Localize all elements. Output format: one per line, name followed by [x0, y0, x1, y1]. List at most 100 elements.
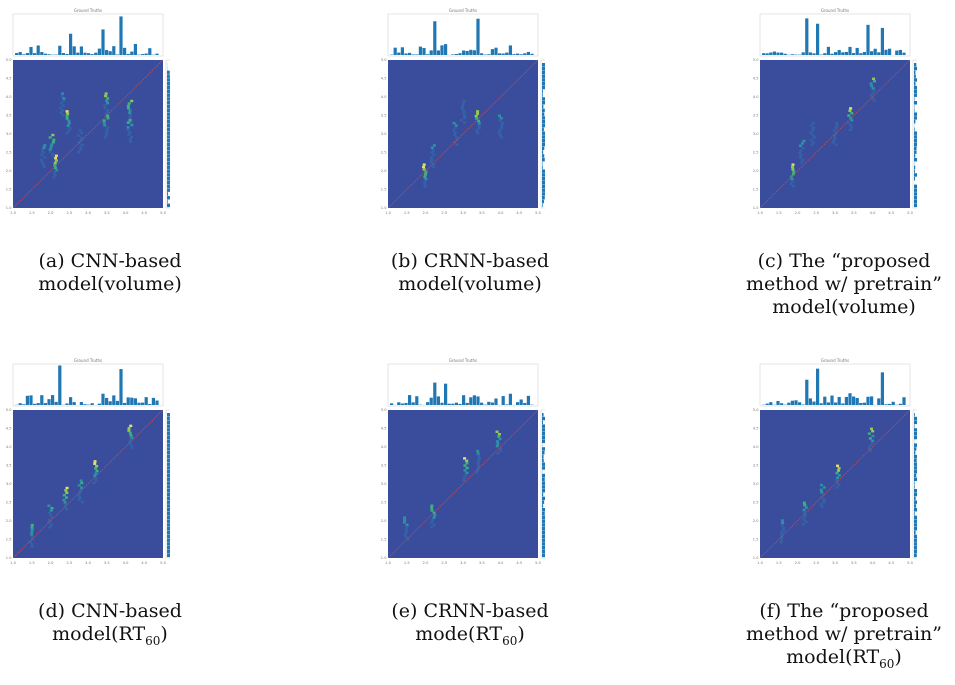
heatmap-cell-a — [128, 131, 131, 133]
top-histogram-bar-c — [859, 53, 862, 55]
right-histogram-bar-f — [914, 478, 917, 482]
top-histogram-bar-c — [870, 51, 873, 55]
top-histogram-bar-b — [466, 51, 469, 55]
top-histogram-bar-f — [766, 404, 769, 405]
top-histogram-bar-c — [856, 48, 859, 55]
y-tick-label-a: 5.0 — [6, 58, 12, 62]
top-histogram-bar-d — [69, 397, 72, 405]
y-tick-label-f: 4.5 — [753, 427, 759, 431]
top-histogram-bar-b — [480, 53, 483, 55]
top-histogram-bar-c — [845, 52, 848, 55]
heatmap-cell-c — [791, 180, 794, 182]
top-histogram-bar-b — [473, 50, 476, 55]
heatmap-cell-c — [870, 82, 873, 84]
top-histogram-bar-d — [112, 395, 115, 405]
heatmap-cell-a — [79, 146, 82, 148]
x-tick-label-e: 1.5 — [404, 561, 410, 565]
top-histogram-bar-b — [415, 54, 418, 55]
top-histogram-bar-b — [505, 53, 508, 55]
right-histogram-bar-a — [167, 135, 170, 139]
y-tick-label-e: 1.5 — [381, 538, 387, 542]
top-histogram-bar-a — [123, 48, 126, 55]
heatmap-cell-e — [464, 469, 467, 471]
heatmap-cell-c — [873, 99, 876, 101]
right-histogram-bar-d — [167, 493, 170, 497]
right-histogram-bar-a — [167, 185, 170, 189]
top-histogram-bar-e — [415, 396, 418, 405]
top-histogram-bar-b — [512, 54, 515, 55]
caption-a: (a) CNN-based model(volume) — [0, 250, 225, 296]
heatmap-cell-b — [500, 124, 503, 126]
y-tick-label-a: 2.0 — [6, 169, 12, 173]
y-tick-label-a: 1.5 — [6, 188, 12, 192]
top-histogram-bar-c — [766, 53, 769, 55]
top-histogram-bar-b — [404, 53, 407, 55]
x-tick-label-c: 2.5 — [813, 211, 819, 215]
top-histogram-bar-e — [520, 399, 523, 405]
right-histogram-bar-f — [914, 421, 917, 425]
heatmap-cell-e — [431, 509, 434, 511]
right-histogram-bar-b — [542, 97, 545, 101]
heatmap-cell-b — [424, 178, 427, 180]
right-histogram-bar-e — [542, 466, 545, 470]
top-histogram-bar-c — [776, 53, 779, 55]
right-histogram-bar-a — [167, 116, 170, 120]
heatmap-cell-c — [809, 139, 812, 141]
heatmap-cell-d — [80, 479, 83, 481]
y-tick-label-c: 4.5 — [753, 77, 759, 81]
heatmap-cell-e — [405, 526, 408, 528]
heatmap-cell-b — [463, 117, 466, 119]
top-histogram-bar-f — [787, 403, 790, 405]
right-histogram-bar-f — [914, 436, 917, 440]
heatmap-cell-e — [433, 514, 436, 516]
caption-c-line-3: model(volume) — [724, 296, 955, 319]
right-histogram-bar-e — [542, 451, 545, 455]
heatmap-cell-e — [430, 526, 433, 528]
top-histogram-bar-d — [130, 398, 133, 405]
heatmap-cell-d — [78, 484, 81, 486]
top-histogram-bar-e — [476, 396, 479, 405]
right-histogram-bar-e — [542, 462, 545, 466]
heatmap-cell-f — [803, 509, 806, 511]
heatmap-cell-e — [499, 450, 502, 452]
heatmap-cell-d — [30, 531, 33, 533]
heatmap-cell-f — [823, 486, 826, 488]
heatmap-cell-e — [476, 450, 479, 452]
top-histogram-bar-e — [433, 383, 436, 405]
right-histogram-bar-b — [542, 204, 543, 208]
heatmap-cell-a — [79, 149, 82, 151]
x-tick-label-f: 3.5 — [851, 561, 857, 565]
top-histogram-bar-b — [516, 54, 519, 55]
heatmap-cell-a — [66, 115, 69, 117]
heatmap-cell-e — [404, 536, 407, 538]
heatmap-cell-d — [94, 460, 97, 462]
right-histogram-bar-e — [542, 455, 544, 459]
heatmap-cell-c — [810, 124, 813, 126]
right-histogram-bar-d — [167, 546, 170, 550]
top-histogram-bar-a — [83, 53, 86, 55]
top-histogram-bar-e — [494, 398, 497, 405]
heatmap-cell-a — [129, 119, 132, 121]
right-histogram-bar-e — [542, 493, 543, 497]
right-histogram-bar-e — [542, 440, 545, 444]
y-tick-label-f: 2.0 — [753, 519, 759, 523]
top-histogram-bar-f — [892, 402, 895, 405]
top-histogram-bar-b — [462, 51, 465, 55]
x-tick-label-a: 2.0 — [48, 211, 54, 215]
heatmap-cell-d — [64, 501, 67, 503]
right-histogram-bar-c — [914, 177, 915, 181]
top-histogram-bar-c — [769, 52, 772, 55]
y-tick-label-d: 2.0 — [6, 519, 12, 523]
top-histogram-bar-d — [127, 397, 130, 405]
y-tick-label-b: 2.5 — [381, 151, 387, 155]
top-histogram-bar-c — [816, 24, 819, 55]
heatmap-cell-b — [478, 122, 481, 124]
right-histogram-bar-c — [914, 166, 915, 170]
right-histogram-bar-b — [542, 74, 545, 78]
heatmap-cell-e — [477, 464, 480, 466]
heatmap-cell-a — [127, 121, 130, 123]
top-histogram-bar-f — [830, 396, 833, 405]
right-histogram-bar-f — [914, 493, 917, 497]
heatmap-cell-e — [430, 505, 433, 507]
